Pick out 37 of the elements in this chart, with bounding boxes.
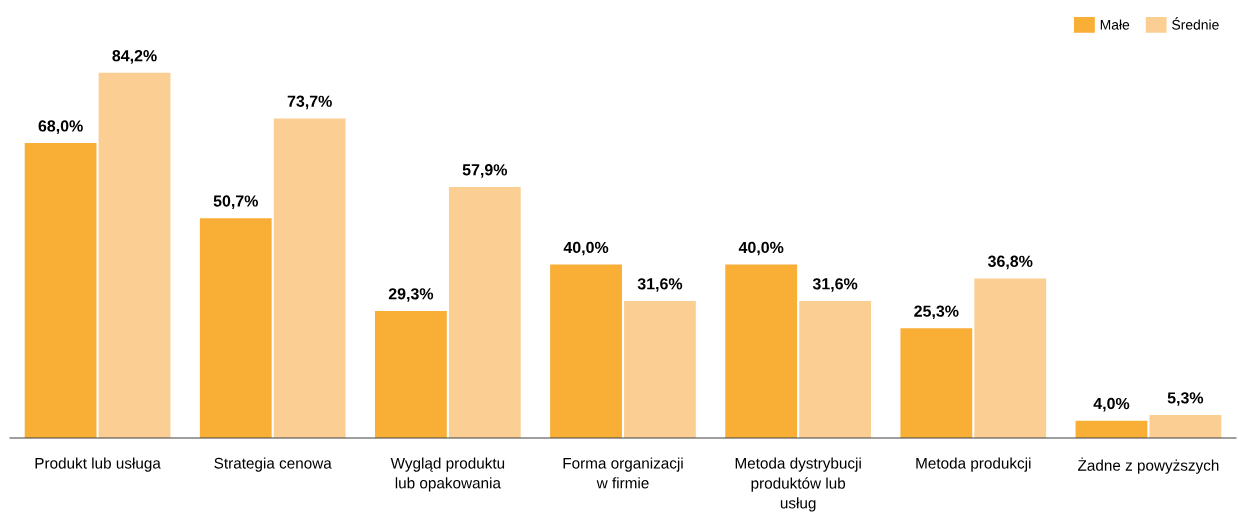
x-tick-label: Żadne z powyższych — [1078, 457, 1219, 474]
data-label: 73,7% — [287, 95, 332, 110]
x-tick-label: Forma organizacji w firmie — [563, 457, 683, 489]
bar — [375, 310, 447, 438]
x-tick-label: Produkt lub usługa — [35, 457, 161, 472]
bar — [1149, 415, 1222, 438]
data-label: 31,6% — [812, 278, 858, 292]
data-label: 84,2% — [112, 50, 157, 64]
bar — [1075, 420, 1148, 438]
data-label: 68,0% — [38, 120, 83, 134]
x-tick-label: Wygląd produktu lub opakowania — [390, 457, 505, 492]
data-label: 57,9% — [462, 164, 508, 178]
bar — [199, 218, 272, 438]
data-label: 29,3% — [388, 288, 434, 302]
data-label: 36,8% — [987, 255, 1033, 270]
x-tick-label: Metoda dystrybucji produktów lub usług — [735, 457, 861, 512]
bar — [900, 328, 973, 438]
bar — [974, 278, 1047, 438]
x-tick-label: Strategia cenowa — [214, 457, 332, 472]
data-label: 4,0% — [1093, 397, 1130, 412]
data-label: 40,0% — [563, 241, 609, 256]
bar — [799, 300, 871, 438]
bar — [725, 264, 798, 438]
data-label: 25,3% — [914, 305, 959, 320]
bar — [448, 186, 521, 438]
x-tick-label: Metoda produkcji — [916, 457, 1031, 472]
data-label: 31,6% — [637, 278, 683, 292]
data-label: 40,0% — [738, 241, 784, 256]
bar — [98, 72, 171, 438]
legend-label: Małe — [1100, 19, 1130, 30]
bar — [24, 143, 97, 438]
bar — [550, 264, 622, 438]
legend-label: Średnie — [1172, 17, 1219, 30]
bar — [624, 300, 696, 438]
bar — [273, 118, 346, 438]
data-label: 50,7% — [213, 195, 258, 209]
data-label: 5,3% — [1167, 392, 1204, 406]
